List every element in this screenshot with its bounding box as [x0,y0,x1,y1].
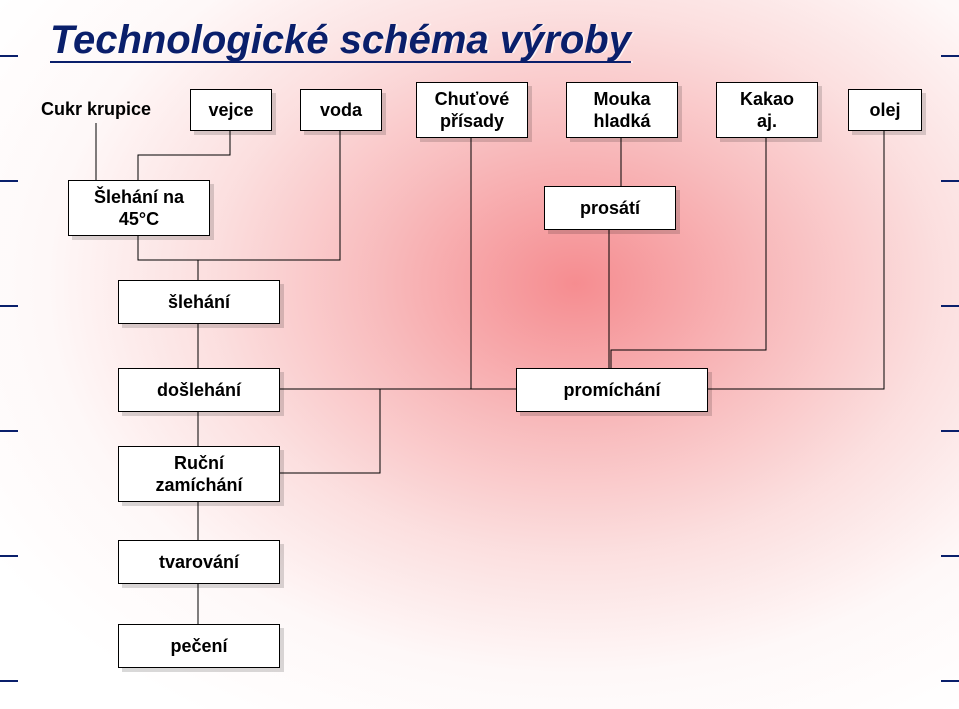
tick [941,180,959,182]
tick [941,680,959,682]
edge-promichani-rucni [278,389,516,473]
right-ticks [929,0,959,709]
node-slehani45: Šlehání na45°C [68,180,210,236]
page-title: Technologické schéma výroby [50,18,631,63]
tick [941,305,959,307]
node-cukr: Cukr krupice [36,95,156,123]
edge-voda-slehani [198,129,340,280]
edge-slehani45-slehani [138,234,198,280]
node-rucni: Ručnízamíchání [118,446,280,502]
node-slehani: šlehání [118,280,280,324]
node-kakao: Kakaoaj. [716,82,818,138]
node-prosati: prosátí [544,186,676,230]
tick [0,55,18,57]
node-chutove: Chuťovépřísady [416,82,528,138]
tick [0,180,18,182]
tick [0,555,18,557]
node-voda: voda [300,89,382,131]
node-olej: olej [848,89,922,131]
tick [941,430,959,432]
left-ticks [0,0,30,709]
edge-vejce-slehani45 [138,129,230,180]
edge-kakao-promichani [611,136,766,368]
tick [0,305,18,307]
node-vejce: vejce [190,89,272,131]
tick [0,430,18,432]
node-tvarovani: tvarování [118,540,280,584]
tick [941,55,959,57]
edge-chutove-doslehani [278,136,471,389]
node-mouka: Moukahladká [566,82,678,138]
tick [0,680,18,682]
node-doslehani: došlehání [118,368,280,412]
tick [941,555,959,557]
node-peceni: pečení [118,624,280,668]
node-promichani: promíchání [516,368,708,412]
